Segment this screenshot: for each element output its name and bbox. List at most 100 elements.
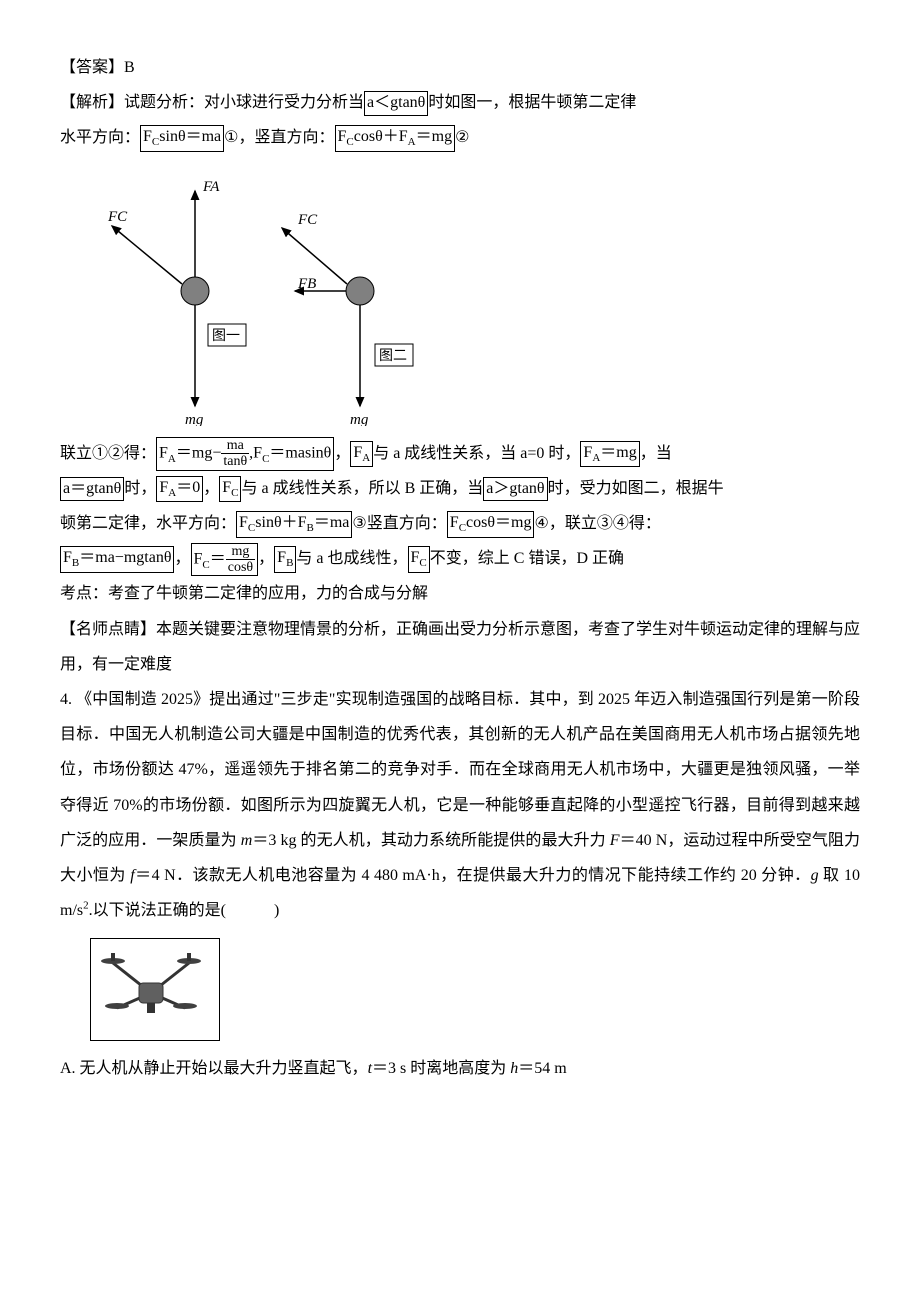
t: F: [277, 549, 286, 566]
box-fccosmg: FCcosθ＝mg: [447, 511, 535, 538]
t: F: [450, 514, 459, 531]
t: A: [168, 487, 176, 499]
t: A. 无人机从静止开始以最大升力竖直起飞，: [60, 1060, 368, 1077]
t: ＝masinθ: [269, 445, 331, 462]
analysis-line1: 【解析】试题分析：对小球进行受力分析当a＜gtanθ时如图一，根据牛顿第二定律: [60, 85, 860, 120]
analysis-line2: 水平方向：FCsinθ＝ma①，竖直方向：FCcosθ＋FA＝mg②: [60, 120, 860, 155]
circ2: ②: [455, 120, 469, 155]
t: F: [239, 514, 248, 531]
box-altgtan: a＜gtanθ: [364, 91, 428, 115]
t: C: [231, 487, 238, 499]
t: B: [286, 557, 293, 569]
box-agtan-eq: a＝gtanθ: [60, 477, 124, 501]
lianli12: 联立①②得：: [60, 445, 156, 462]
t: cosθ＝mg: [466, 514, 531, 531]
line-dun2: 顿第二定律，水平方向：FCsinθ＋FB＝ma③竖直方向：FCcosθ＝mg④，…: [60, 506, 860, 541]
t: ＝mg: [600, 444, 636, 461]
t: tanθ: [221, 454, 249, 469]
t: F: [159, 445, 168, 462]
t: sinθ＝ma: [159, 128, 221, 145]
svg-text:FC: FC: [107, 209, 128, 225]
t: C: [202, 558, 209, 570]
t: ma: [221, 438, 249, 454]
box-agtgtan: a＞gtanθ: [483, 477, 547, 501]
t: ，: [174, 550, 190, 567]
option-a: A. 无人机从静止开始以最大升力竖直起飞，t＝3 s 时离地高度为 h＝54 m: [60, 1051, 860, 1086]
t: F: [63, 549, 72, 566]
circ1: ①: [224, 120, 238, 155]
t: sinθ＋F: [255, 514, 306, 531]
drone-image: [90, 938, 220, 1041]
svg-text:图一: 图一: [212, 329, 240, 344]
t: A: [168, 453, 176, 465]
t: .以下说法正确的是( ): [89, 902, 280, 919]
t: ＝3 kg 的无人机，其动力系统所能提供的最大升力: [252, 832, 609, 849]
box-FBmamgtan: FB＝ma−mgtanθ: [60, 546, 174, 573]
t: ＝4 N．该款无人机电池容量为 4 480 mA·h，在提供最大升力的情况下能持…: [135, 867, 811, 884]
svg-text:FA: FA: [202, 179, 220, 195]
t: 与 a 成线性关系，当 a=0 时，: [373, 445, 580, 462]
box-FA: FA: [350, 441, 373, 468]
analysis-mid1: 时如图一，根据牛顿第二定律: [428, 94, 636, 111]
t: ＝3 s 时离地高度为: [372, 1060, 510, 1077]
box-FC2: FC: [408, 546, 430, 573]
t: ＝ma: [314, 514, 350, 531]
frac1: matanθ: [221, 438, 249, 470]
force-diagram: FA FC mg 图一 FC FB mg 图二: [100, 166, 860, 426]
t: F: [159, 479, 168, 496]
t: cosθ: [226, 560, 255, 575]
t: ＝mg: [416, 128, 452, 145]
t: C: [346, 137, 353, 149]
t: ＝54 m: [518, 1060, 566, 1077]
drone-svg: [95, 943, 207, 1023]
frac2: mgcosθ: [226, 544, 255, 576]
t: g: [811, 867, 819, 884]
t: 与 a 也成线性，: [296, 550, 407, 567]
box-fcsinfbma: FCsinθ＋FB＝ma: [236, 511, 352, 538]
kaodian: 考点：考查了牛顿第二定律的应用，力的合成与分解: [60, 576, 860, 611]
t: 与 a 成线性关系，所以 B 正确，当: [241, 480, 483, 497]
t: ，联立③④得：: [549, 515, 661, 532]
t: C: [459, 522, 466, 534]
svg-text:FB: FB: [297, 276, 316, 292]
t: ＝0: [176, 479, 200, 496]
t: 4. 《中国制造 2025》提出通过"三步走"实现制造强国的战略目标．其中，到 …: [60, 691, 860, 849]
t: F: [353, 444, 362, 461]
t: 不变，综上 C 错误，D 正确: [430, 550, 624, 567]
t: ，当: [640, 445, 672, 462]
box-FC: FC: [219, 476, 241, 503]
t: F: [610, 832, 620, 849]
t: 顿第二定律，水平方向：: [60, 515, 236, 532]
t: A: [408, 137, 416, 149]
t: ＝: [210, 550, 226, 567]
box-FB2: FB: [274, 546, 296, 573]
t: ，: [203, 480, 219, 497]
svg-text:FC: FC: [297, 212, 318, 228]
t: mg: [226, 544, 255, 560]
horiz-label: 水平方向：: [60, 129, 140, 146]
t: ＝ma−mgtanθ: [79, 549, 171, 566]
t: F: [222, 479, 231, 496]
t: A: [362, 452, 370, 464]
circ3: ③: [352, 506, 366, 541]
force-diagram-svg: FA FC mg 图一 FC FB mg 图二: [100, 166, 460, 426]
t: B: [307, 522, 314, 534]
t: F: [583, 444, 592, 461]
lianli-line: 联立①②得：FA＝mg−matanθ,FC＝masinθ，FA与 a 成线性关系…: [60, 436, 860, 471]
t: F: [143, 128, 152, 145]
t: m: [241, 832, 253, 849]
t: ＝mg−: [176, 445, 221, 462]
t: 竖直方向：: [367, 515, 447, 532]
t: cosθ＋F: [354, 128, 408, 145]
answer: 【答案】B: [60, 50, 860, 85]
t: 时，受力如图二，根据牛: [548, 480, 724, 497]
box-FA0: FA＝0: [156, 476, 203, 503]
q4-text: 4. 《中国制造 2025》提出通过"三步走"实现制造强国的战略目标．其中，到 …: [60, 682, 860, 928]
analysis-prefix: 【解析】试题分析：对小球进行受力分析当: [60, 94, 364, 111]
svg-text:mg: mg: [350, 412, 369, 426]
svg-text:图二: 图二: [379, 349, 407, 364]
t: ，: [258, 550, 274, 567]
box-FAmg: FA＝mg: [580, 441, 639, 468]
t: C: [419, 557, 426, 569]
box-fccosfamg: FCcosθ＋FA＝mg: [335, 125, 456, 152]
